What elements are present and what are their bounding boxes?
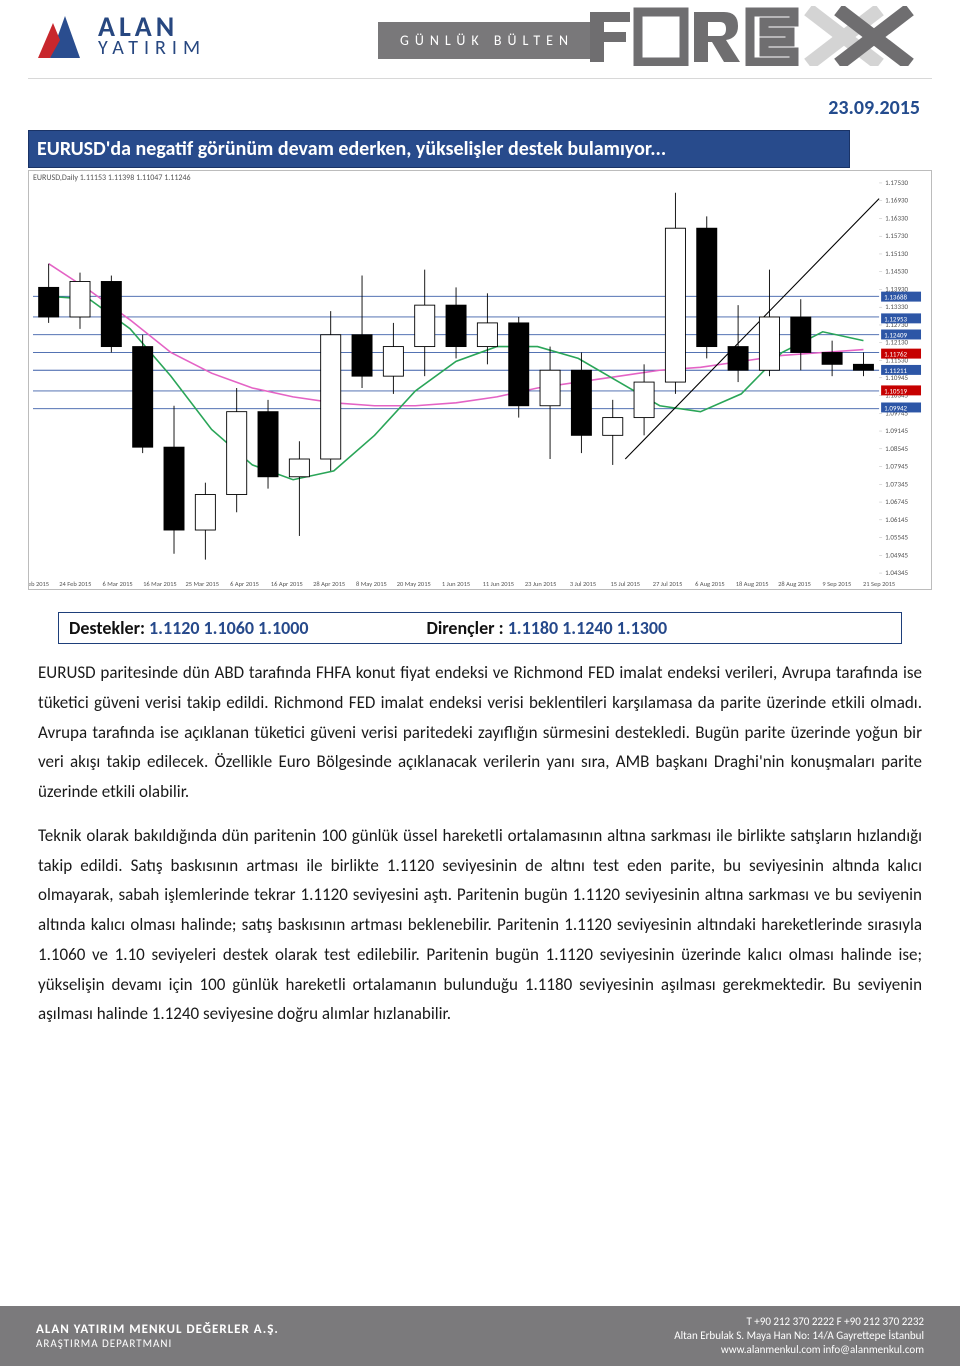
header: ALAN YATIRIM GÜNLÜK BÜLTEN	[0, 0, 960, 80]
brand-logo: ALAN YATIRIM	[30, 8, 206, 63]
levels-bar: Destekler: 1.1120 1.1060 1.1000 Dirençle…	[58, 612, 902, 644]
svg-text:1.09145: 1.09145	[885, 426, 908, 435]
svg-text:18 Aug 2015: 18 Aug 2015	[736, 580, 769, 588]
support-key: Destekler:	[69, 617, 145, 639]
svg-text:16 Mar 2015: 16 Mar 2015	[143, 580, 177, 588]
footer-tel: T +90 212 370 2222 F +90 212 370 2232	[674, 1315, 924, 1329]
svg-text:1.10519: 1.10519	[884, 386, 907, 395]
svg-text:15 Jul 2015: 15 Jul 2015	[610, 580, 640, 588]
svg-text:24 Feb 2015: 24 Feb 2015	[59, 580, 91, 588]
header-divider	[28, 78, 932, 79]
svg-text:25 Mar 2015: 25 Mar 2015	[185, 580, 219, 588]
support-values: 1.1120 1.1060 1.1000	[149, 617, 308, 639]
svg-text:8 May 2015: 8 May 2015	[356, 580, 387, 588]
svg-text:1.06145: 1.06145	[885, 515, 908, 524]
svg-text:1.07945: 1.07945	[885, 462, 908, 471]
forex-logo-icon	[590, 6, 930, 66]
footer-right: T +90 212 370 2222 F +90 212 370 2232 Al…	[674, 1315, 924, 1358]
analysis-body: EURUSD paritesinde dün ABD tarafında FHF…	[38, 658, 922, 1043]
footer-address: Altan Erbulak S. Maya Han No: 14/A Gayre…	[674, 1329, 924, 1343]
footer: ALAN YATIRIM MENKUL DEĞERLER A.Ş. ARAŞTI…	[0, 1306, 960, 1366]
bulletin-label: GÜNLÜK BÜLTEN	[378, 22, 596, 59]
paragraph-1: EURUSD paritesinde dün ABD tarafında FHF…	[38, 658, 922, 807]
title-bar: EURUSD'da negatif görünüm devam ederken,…	[28, 130, 850, 168]
svg-text:1 Jun 2015: 1 Jun 2015	[442, 580, 470, 588]
svg-text:23 Jun 2015: 23 Jun 2015	[525, 580, 557, 588]
svg-text:6 Mar 2015: 6 Mar 2015	[102, 580, 132, 588]
svg-text:27 Jul 2015: 27 Jul 2015	[653, 580, 683, 588]
svg-text:1.09942: 1.09942	[884, 403, 907, 412]
svg-text:1.13688: 1.13688	[884, 293, 907, 302]
svg-text:28 Aug 2015: 28 Aug 2015	[778, 580, 811, 588]
resistance-values: 1.1180 1.1240 1.1300	[508, 617, 667, 639]
document-date: 23.09.2015	[828, 96, 920, 120]
svg-text:28 Apr 2015: 28 Apr 2015	[313, 580, 345, 588]
svg-text:1.14530: 1.14530	[885, 267, 908, 276]
brand-bottom: YATIRIM	[98, 39, 206, 57]
svg-text:1.15130: 1.15130	[885, 249, 908, 258]
footer-web: www.alanmenkul.com info@alanmenkul.com	[674, 1343, 924, 1357]
svg-text:11 Jun 2015: 11 Jun 2015	[483, 580, 515, 588]
alan-logo-icon	[30, 8, 90, 63]
svg-text:1.12953: 1.12953	[884, 314, 907, 323]
svg-text:20 May 2015: 20 May 2015	[397, 580, 431, 588]
svg-text:3 Jul 2015: 3 Jul 2015	[570, 580, 596, 588]
svg-text:12 Feb 2015: 12 Feb 2015	[29, 580, 49, 588]
price-chart: EURUSD,Daily 1.11153 1.11398 1.11047 1.1…	[28, 170, 932, 590]
svg-text:16 Apr 2015: 16 Apr 2015	[271, 580, 303, 588]
svg-text:1.06745: 1.06745	[885, 497, 908, 506]
svg-text:1.05545: 1.05545	[885, 533, 908, 542]
svg-text:1.16930: 1.16930	[885, 196, 908, 205]
svg-text:1.12409: 1.12409	[884, 330, 907, 339]
svg-text:1.15730: 1.15730	[885, 231, 908, 240]
svg-text:1.17530: 1.17530	[885, 178, 908, 187]
svg-text:21 Sep 2015: 21 Sep 2015	[863, 580, 895, 588]
chart-svg: 1.17530 1.16930 1.16330 1.15730 1.15130 1.145…	[29, 171, 931, 589]
svg-text:1.16330: 1.16330	[885, 213, 908, 222]
svg-text:1.04345: 1.04345	[885, 568, 908, 577]
svg-text:1.11211: 1.11211	[884, 366, 907, 375]
svg-text:1.04945: 1.04945	[885, 550, 908, 559]
svg-text:1.11762: 1.11762	[884, 350, 907, 359]
chart-info-line: EURUSD,Daily 1.11153 1.11398 1.11047 1.1…	[33, 173, 191, 183]
paragraph-2: Teknik olarak bakıldığında dün paritenin…	[38, 821, 922, 1029]
company-name: ALAN YATIRIM MENKUL DEĞERLER A.Ş.	[36, 1322, 279, 1337]
svg-text:6 Aug 2015: 6 Aug 2015	[695, 580, 725, 588]
svg-text:6 Apr 2015: 6 Apr 2015	[230, 580, 259, 588]
footer-left: ALAN YATIRIM MENKUL DEĞERLER A.Ş. ARAŞTI…	[36, 1322, 279, 1350]
svg-text:1.13330: 1.13330	[885, 302, 908, 311]
svg-text:1.08545: 1.08545	[885, 444, 908, 453]
svg-text:9 Sep 2015: 9 Sep 2015	[822, 580, 851, 588]
department-name: ARAŞTIRMA DEPARTMANI	[36, 1337, 279, 1350]
resistance-key: Dirençler :	[426, 617, 503, 639]
svg-text:1.07345: 1.07345	[885, 479, 908, 488]
